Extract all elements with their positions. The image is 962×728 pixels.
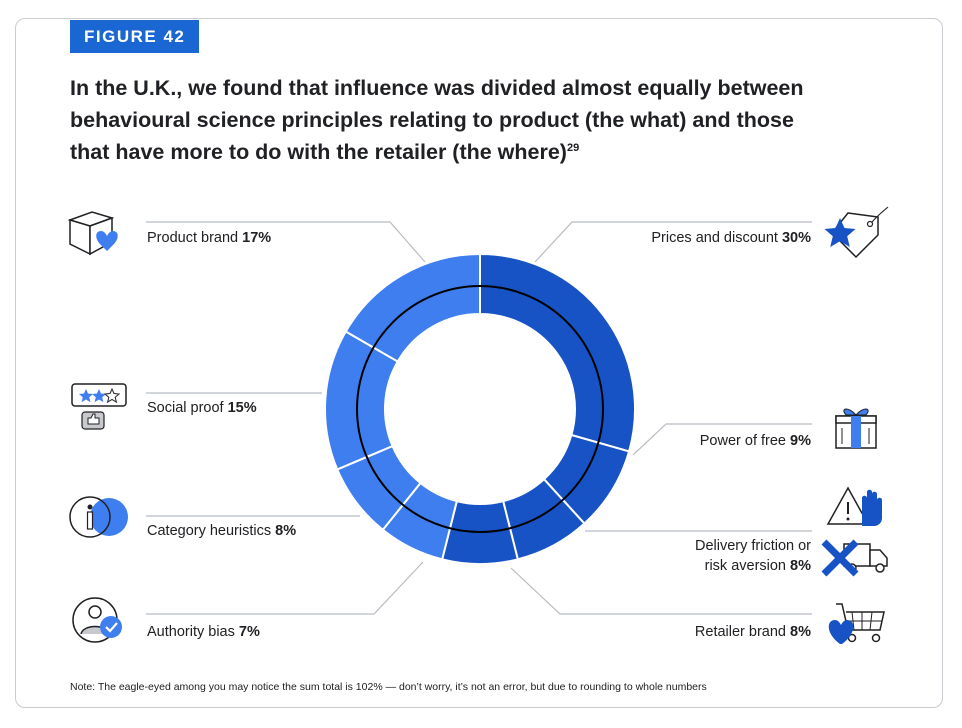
heart-shopping-cart-icon xyxy=(828,603,885,644)
label-prices-discount: Prices and discount 30% xyxy=(651,228,811,248)
chart-title-text: In the U.K., we found that influence was… xyxy=(70,76,804,164)
leader-line-retailer-brand xyxy=(510,567,812,615)
label-product-brand-value: 17% xyxy=(242,230,272,246)
label-social-proof-name: Social proof xyxy=(147,400,224,416)
label-power-of-free-value: 9% xyxy=(790,433,811,449)
label-delivery-friction-line1: Delivery friction or xyxy=(694,538,811,554)
leader-line-authority-bias xyxy=(146,561,424,615)
inner-ring-line xyxy=(356,285,604,533)
label-power-of-free: Power of free 9% xyxy=(700,431,811,451)
label-delivery-friction-line2: risk aversion xyxy=(704,558,786,574)
label-retailer-brand-name: Retailer brand xyxy=(694,624,786,640)
label-social-proof-value: 15% xyxy=(227,400,257,416)
verified-person-icon xyxy=(72,597,122,643)
box-heart-icon xyxy=(67,211,118,256)
figure-card xyxy=(15,18,943,708)
footnote: Note: The eagle-eyed among you may notic… xyxy=(70,681,707,693)
label-category-heuristics-name: Category heuristics xyxy=(147,523,272,539)
label-product-brand-name: Product brand xyxy=(147,230,239,246)
leader-line-prices-discount xyxy=(534,221,812,263)
label-category-heuristics: Category heuristics 8% xyxy=(147,521,296,541)
label-authority-bias-value: 7% xyxy=(238,624,260,640)
label-delivery-friction: Delivery friction or risk aversion 8% xyxy=(695,536,811,576)
star-rating-thumbs-up-icon xyxy=(71,383,127,430)
label-prices-discount-name: Prices and discount xyxy=(651,230,778,246)
label-product-brand: Product brand 17% xyxy=(147,228,271,248)
label-retailer-brand: Retailer brand 8% xyxy=(695,622,811,642)
star-price-tag-icon xyxy=(824,206,889,259)
chart-title: In the U.K., we found that influence was… xyxy=(70,72,830,168)
label-delivery-friction-value: 8% xyxy=(790,558,811,574)
figure-tag: FIGURE 42 xyxy=(70,20,200,53)
label-authority-bias-name: Authority bias xyxy=(147,624,235,640)
leader-line-product-brand xyxy=(146,221,426,263)
label-prices-discount-value: 30% xyxy=(781,230,811,246)
warning-delivery-truck-icon xyxy=(821,486,888,577)
leader-lines xyxy=(146,221,812,615)
label-social-proof: Social proof 15% xyxy=(147,398,257,418)
label-power-of-free-name: Power of free xyxy=(699,433,786,449)
info-circle-icon xyxy=(69,496,128,538)
slice-product-brand xyxy=(344,252,481,363)
label-authority-bias: Authority bias 7% xyxy=(147,622,260,642)
leader-line-power-of-free xyxy=(632,423,812,456)
label-retailer-brand-value: 8% xyxy=(790,624,811,640)
label-category-heuristics-value: 8% xyxy=(275,523,297,539)
slice-prices-and-discount xyxy=(479,252,636,453)
donut-slices xyxy=(324,252,636,566)
title-footnote: 29 xyxy=(566,141,580,154)
gift-box-icon xyxy=(835,408,877,449)
